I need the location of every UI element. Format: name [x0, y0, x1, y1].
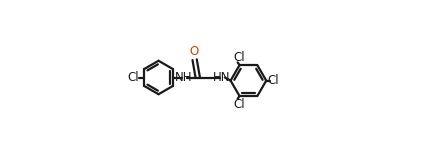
Text: NH: NH	[176, 71, 193, 84]
Text: Cl: Cl	[233, 51, 245, 64]
Text: O: O	[189, 45, 198, 58]
Text: Cl: Cl	[233, 98, 245, 111]
Text: Cl: Cl	[268, 74, 279, 87]
Text: HN: HN	[213, 71, 231, 84]
Text: Cl: Cl	[128, 71, 139, 84]
